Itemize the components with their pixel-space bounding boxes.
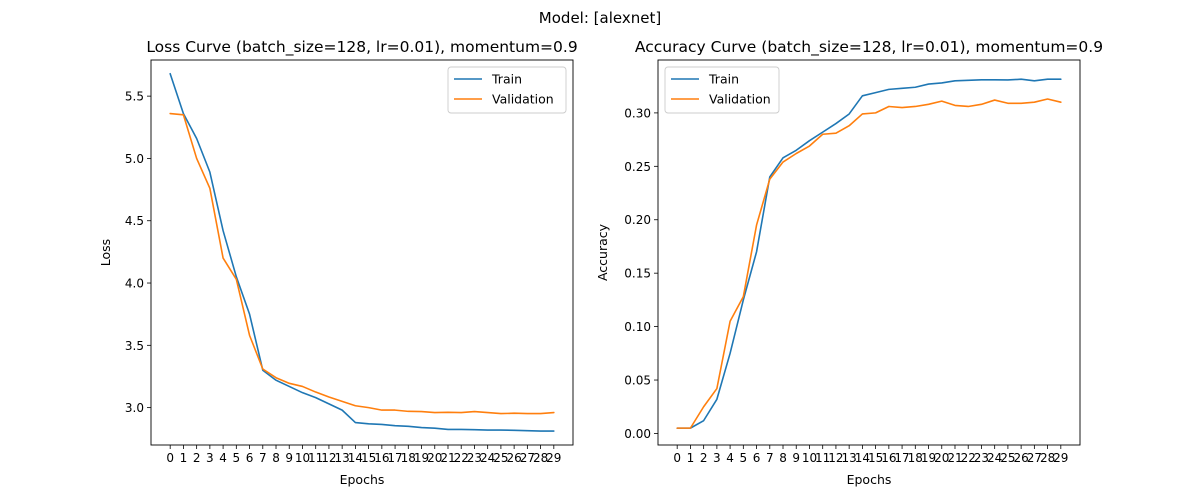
accuracy-x-tick-label: 16 [881, 451, 896, 465]
accuracy-x-tick-label: 0 [673, 451, 681, 465]
accuracy-x-tick-label: 27 [1027, 451, 1042, 465]
accuracy-y-tick-label: 0.05 [624, 374, 651, 388]
loss-series-validation-line [169, 112, 555, 415]
accuracy-x-tick-label: 2 [700, 451, 708, 465]
loss-x-tick-label: 13 [335, 451, 350, 465]
loss-x-tick-label: 8 [272, 451, 280, 465]
accuracy-x-tick-label: 17 [894, 451, 909, 465]
accuracy-x-tick-label: 14 [855, 451, 870, 465]
loss-x-tick-label: 18 [401, 451, 416, 465]
accuracy-legend-label-validation: Validation [709, 92, 771, 107]
loss-y-tick-label: 4.0 [125, 277, 144, 291]
accuracy-x-tick-label: 3 [713, 451, 721, 465]
loss-x-tick-label: 6 [246, 451, 254, 465]
loss-x-tick-label: 15 [361, 451, 376, 465]
accuracy-x-tick-label: 22 [961, 451, 976, 465]
accuracy-x-tick-label: 25 [1000, 451, 1015, 465]
loss-x-tick-label: 11 [308, 451, 323, 465]
loss-legend-label-validation: Validation [492, 92, 554, 107]
accuracy-x-tick-label: 21 [947, 451, 962, 465]
accuracy-x-tick-label: 9 [792, 451, 800, 465]
loss-x-tick-label: 3 [206, 451, 214, 465]
loss-x-tick-label: 29 [546, 451, 561, 465]
accuracy-series-train-line [676, 78, 1062, 429]
accuracy-x-tick-label: 24 [987, 451, 1002, 465]
accuracy-chart-title: Accuracy Curve (batch_size=128, lr=0.01)… [635, 38, 1103, 57]
accuracy-x-tick-label: 26 [1013, 451, 1028, 465]
accuracy-x-tick-label: 28 [1040, 451, 1055, 465]
accuracy-legend-label-train: Train [708, 72, 739, 87]
loss-x-tick-label: 17 [387, 451, 402, 465]
loss-x-axis-label: Epochs [340, 472, 385, 487]
accuracy-x-tick-label: 29 [1053, 451, 1068, 465]
accuracy-x-tick-label: 20 [934, 451, 949, 465]
accuracy-x-tick-label: 23 [974, 451, 989, 465]
loss-x-tick-label: 28 [533, 451, 548, 465]
figure-suptitle: Model: [alexnet] [539, 9, 661, 27]
loss-x-tick-label: 10 [295, 451, 310, 465]
loss-x-tick-label: 4 [219, 451, 227, 465]
loss-x-tick-label: 19 [414, 451, 429, 465]
accuracy-x-tick-label: 4 [726, 451, 734, 465]
loss-x-tick-label: 14 [348, 451, 363, 465]
loss-plot-area [169, 72, 555, 432]
accuracy-x-tick-label: 13 [842, 451, 857, 465]
loss-chart-title: Loss Curve (batch_size=128, lr=0.01), mo… [146, 38, 577, 57]
accuracy-chart: Accuracy Curve (batch_size=128, lr=0.01)… [595, 38, 1103, 487]
loss-x-tick-label: 16 [374, 451, 389, 465]
accuracy-y-tick-label: 0.00 [624, 427, 651, 441]
accuracy-x-tick-label: 15 [868, 451, 883, 465]
loss-series-train-line [169, 72, 555, 432]
loss-axes-frame [150, 59, 574, 446]
accuracy-legend: Train Validation [664, 66, 780, 114]
accuracy-y-tick-label: 0.25 [624, 160, 651, 174]
accuracy-axes-frame [657, 59, 1081, 446]
accuracy-x-tick-label: 8 [779, 451, 787, 465]
accuracy-y-tick-label: 0.10 [624, 320, 651, 334]
accuracy-x-tick-label: 1 [687, 451, 695, 465]
loss-x-tick-label: 22 [454, 451, 469, 465]
accuracy-x-tick-label: 18 [908, 451, 923, 465]
accuracy-x-axis-label: Epochs [847, 472, 892, 487]
loss-x-tick-label: 1 [180, 451, 188, 465]
accuracy-y-axis-label: Accuracy [595, 223, 610, 281]
loss-y-tick-label: 3.5 [125, 339, 144, 353]
accuracy-x-tick-label: 19 [921, 451, 936, 465]
accuracy-y-tick-label: 0.30 [624, 106, 651, 120]
accuracy-x-tick-label: 5 [740, 451, 748, 465]
loss-y-axis-label: Loss [98, 239, 113, 266]
loss-x-tick-label: 23 [467, 451, 482, 465]
loss-y-tick-label: 5.0 [125, 152, 144, 166]
accuracy-x-tick-label: 10 [802, 451, 817, 465]
loss-legend: Train Validation [447, 66, 567, 114]
loss-x-tick-label: 2 [193, 451, 201, 465]
accuracy-series-validation-line [676, 98, 1062, 429]
loss-x-tick-label: 24 [480, 451, 495, 465]
loss-chart: Loss Curve (batch_size=128, lr=0.01), mo… [98, 38, 578, 487]
loss-x-tick-label: 9 [285, 451, 293, 465]
loss-x-tick-label: 21 [440, 451, 455, 465]
accuracy-x-tick-label: 6 [753, 451, 761, 465]
accuracy-plot-area [676, 78, 1062, 429]
loss-y-tick-label: 5.5 [125, 90, 144, 104]
loss-x-tick-label: 20 [427, 451, 442, 465]
loss-x-tick-label: 25 [493, 451, 508, 465]
loss-legend-label-train: Train [491, 72, 522, 87]
accuracy-y-tick-label: 0.20 [624, 213, 651, 227]
loss-x-tick-label: 12 [321, 451, 336, 465]
loss-y-tick-label: 3.0 [125, 401, 144, 415]
loss-y-tick-label: 4.5 [125, 214, 144, 228]
loss-x-tick-label: 26 [506, 451, 521, 465]
loss-x-tick-label: 7 [259, 451, 267, 465]
accuracy-x-tick-label: 7 [766, 451, 774, 465]
accuracy-x-tick-label: 11 [815, 451, 830, 465]
loss-x-tick-label: 0 [166, 451, 174, 465]
loss-x-tick-label: 5 [233, 451, 241, 465]
accuracy-x-tick-label: 12 [828, 451, 843, 465]
loss-x-tick-label: 27 [520, 451, 535, 465]
accuracy-y-tick-label: 0.15 [624, 267, 651, 281]
